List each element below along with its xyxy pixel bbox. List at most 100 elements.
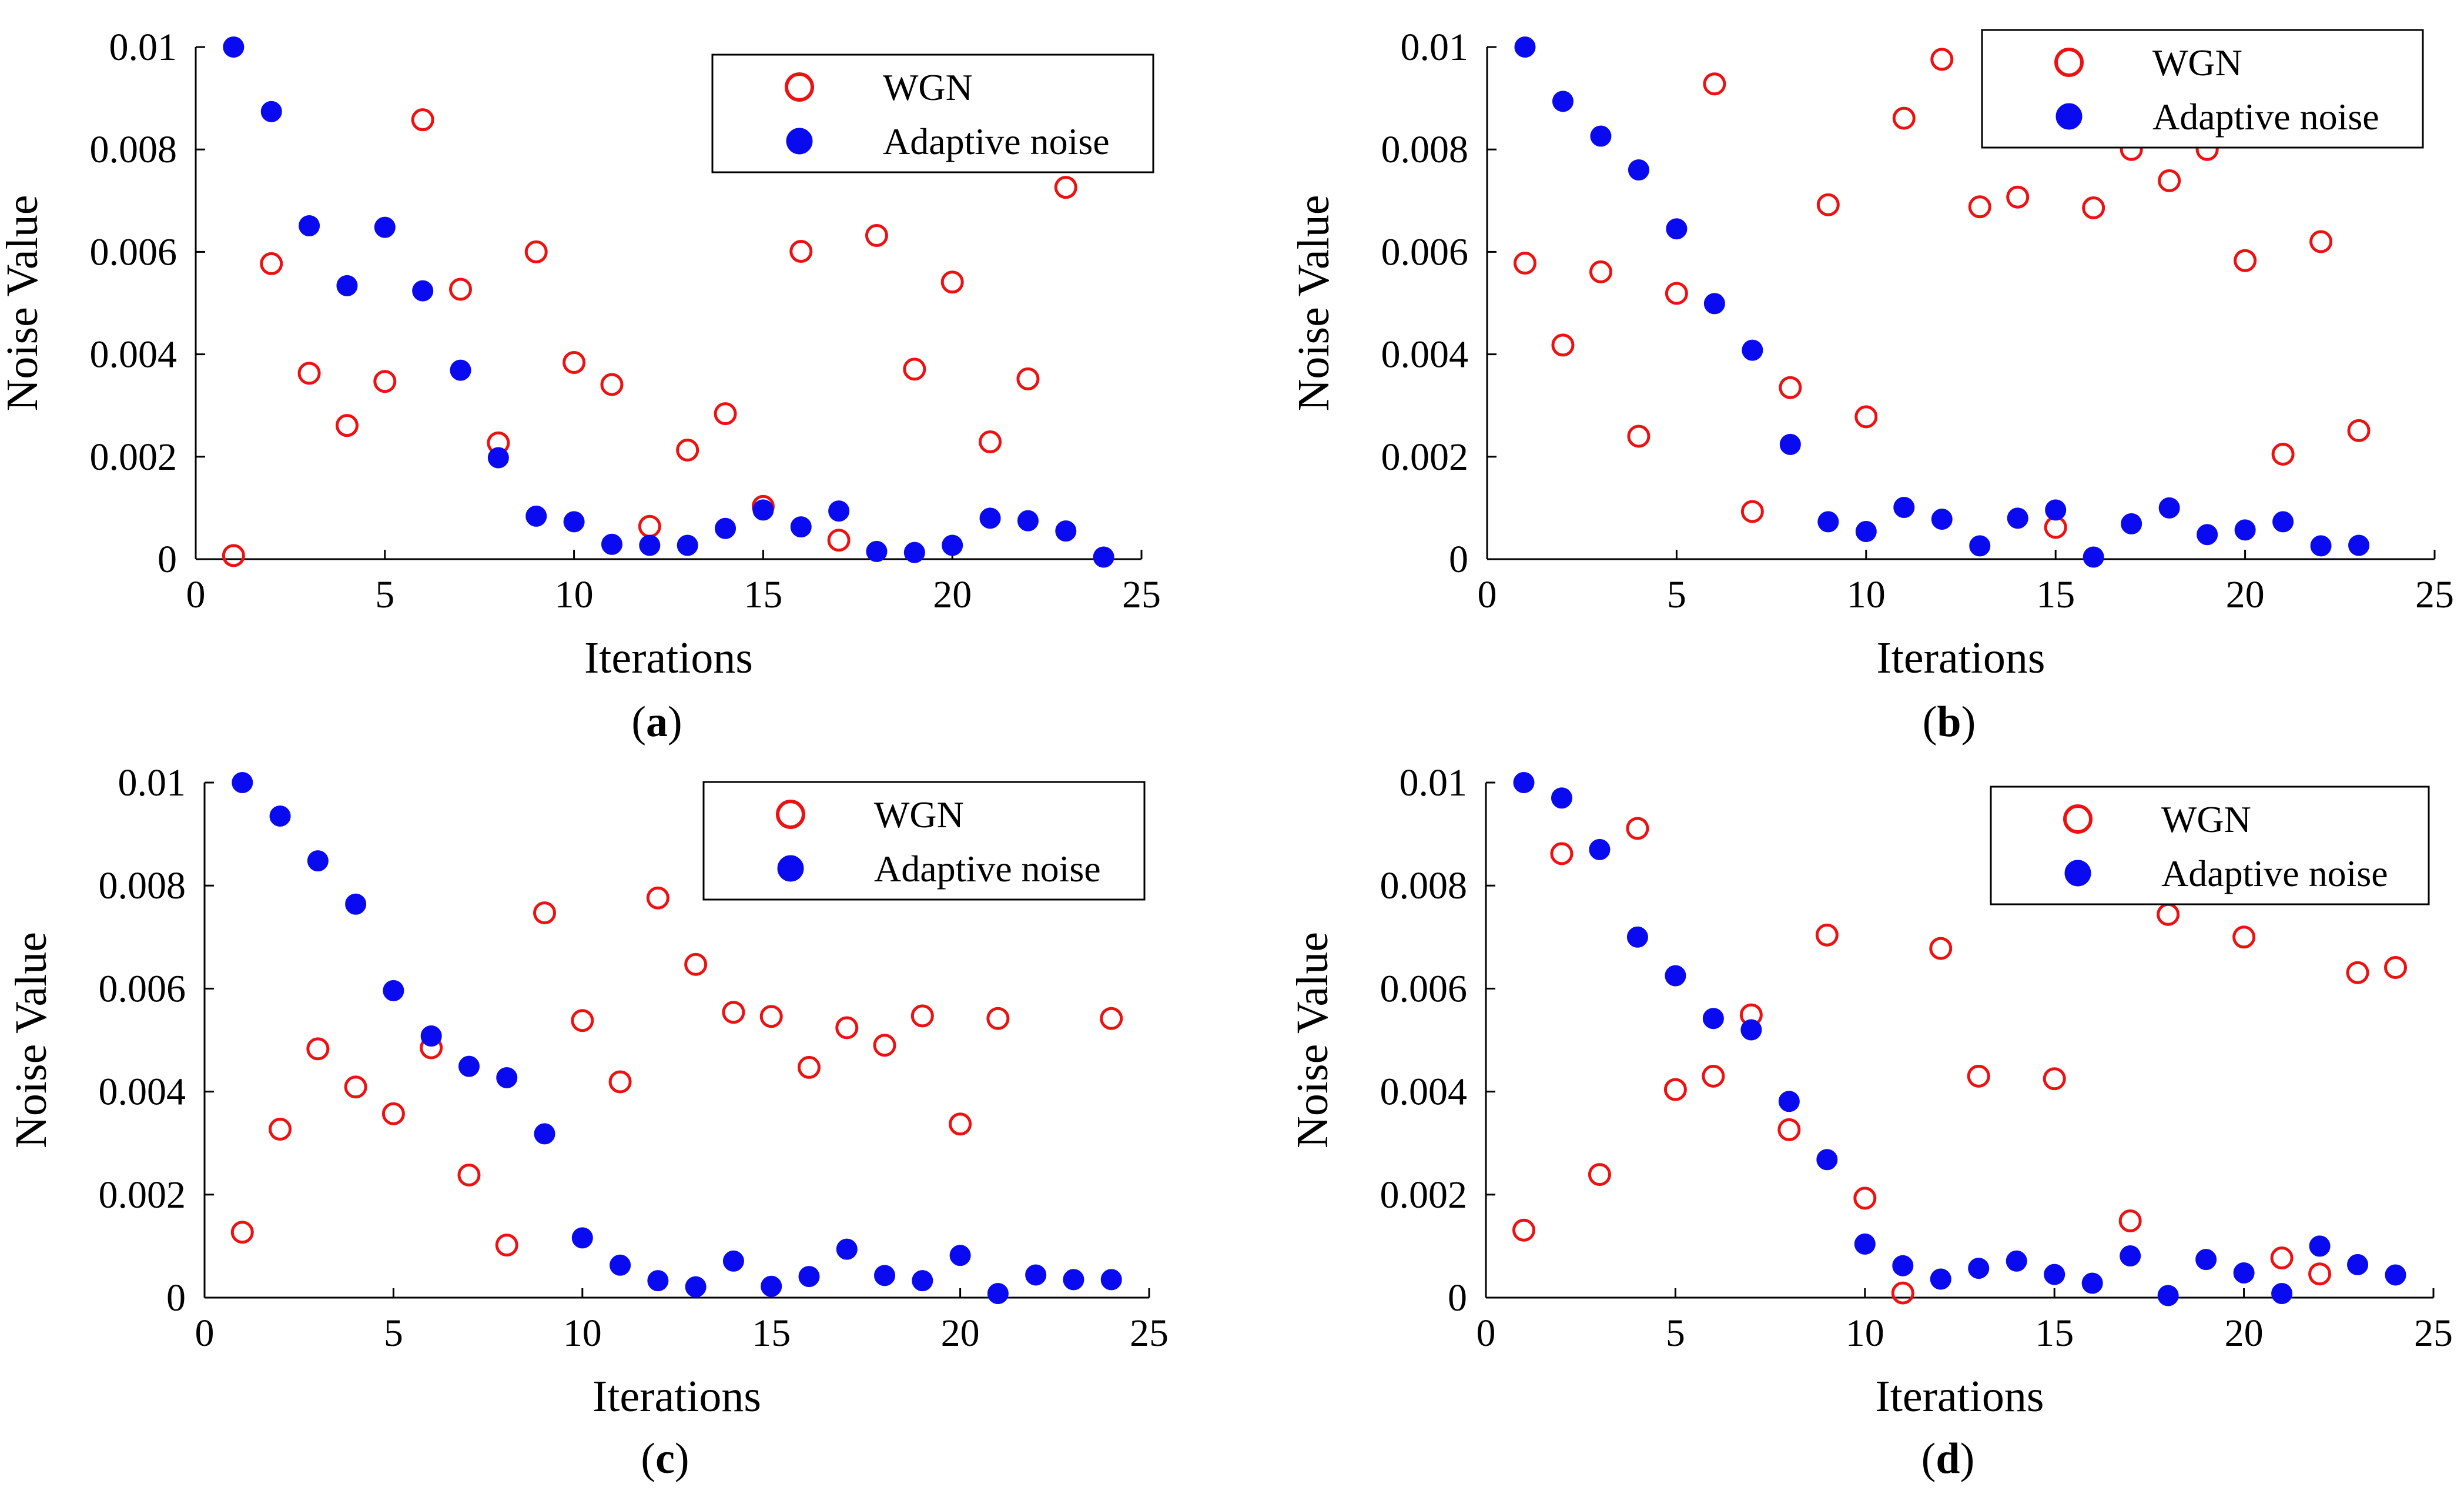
caption-letter: b (1937, 698, 1961, 746)
adaptive-noise-point (299, 215, 320, 236)
y-axis-label: Noise Value (1288, 932, 1337, 1148)
x-tick-label: 25 (2415, 573, 2454, 616)
wgn-point (2271, 442, 2295, 466)
adaptive-noise-point (1817, 511, 1839, 533)
wgn-point (2006, 185, 2030, 209)
wgn-point (979, 430, 1002, 454)
adaptive-noise-point (866, 540, 888, 562)
x-tick-label: 20 (2226, 573, 2265, 616)
wgn-point (940, 270, 964, 294)
adaptive-noise-point (1930, 1268, 1951, 1290)
wgn-point (524, 240, 548, 263)
adaptive-noise-point (752, 499, 774, 521)
adaptive-noise-point (1779, 433, 1801, 455)
x-tick-label: 10 (563, 1312, 602, 1355)
wgn-point (1816, 193, 1840, 216)
legend: WGN Adaptive noise (1981, 29, 2424, 149)
x-tick-label: 0 (1478, 573, 1497, 616)
legend-wgn-label: WGN (874, 794, 964, 835)
adaptive-noise-point (525, 505, 547, 527)
x-axis-label: Iterations (592, 1372, 761, 1421)
adaptive-noise-point (647, 1270, 669, 1292)
y-tick-label: 0.006 (1381, 230, 1469, 273)
adaptive-noise-point (790, 516, 812, 538)
adaptive-noise-point (1626, 926, 1648, 948)
chart-panel-d: 0 5 10 15 20 25 0 0.002 0.004 0.006 0.008 0.01 Itera… (1288, 761, 2453, 1483)
y-tick-label: 0.008 (90, 128, 178, 171)
y-tick-label: 0.01 (109, 26, 178, 69)
adaptive-noise-point (2234, 519, 2256, 541)
adaptive-noise-point (1514, 36, 1536, 58)
adaptive-noise-point (2007, 507, 2028, 529)
adaptive-noise-point (2309, 1235, 2331, 1257)
adaptive-noise-point (2233, 1262, 2255, 1284)
legend-adaptive-noise-label: Adaptive noise (883, 121, 1110, 162)
wgn-point (2234, 249, 2257, 272)
wgn-point (373, 370, 397, 393)
caption-letter: c (655, 1435, 675, 1483)
x-tick-label: 5 (384, 1312, 403, 1355)
legend: WGN Adaptive noise (702, 781, 1146, 901)
wgn-point (1589, 260, 1612, 283)
y-tick-label: 0.002 (1380, 1174, 1468, 1216)
wgn-point (865, 224, 888, 248)
adaptive-noise-point (1816, 1149, 1838, 1171)
wgn-point (797, 1055, 821, 1079)
wgn-point (533, 901, 557, 925)
wgn-point (1968, 195, 1991, 219)
series-adaptive-noise (1513, 772, 2406, 1306)
wgn-point (1513, 252, 1536, 275)
adaptive-noise-point (534, 1123, 555, 1145)
wgn-point (676, 438, 699, 462)
y-tick-label: 0.006 (90, 230, 178, 273)
x-tick-label: 25 (1122, 573, 1161, 616)
y-tick-label: 0.004 (1381, 333, 1469, 376)
wgn-point (2158, 169, 2181, 192)
adaptive-noise-point (1968, 1258, 1990, 1279)
wgn-point (1100, 1007, 1123, 1030)
legend-box (1990, 786, 2430, 905)
adaptive-noise-point (374, 216, 396, 238)
wgn-point (759, 1005, 783, 1028)
wgn-point (835, 1016, 859, 1040)
wgn-point (344, 1075, 367, 1099)
adaptive-noise-point (1855, 520, 1877, 542)
chart-panel-c: 0 5 10 15 20 25 0 0.002 0.004 0.006 0.008 0.01 Itera… (6, 761, 1169, 1483)
adaptive-noise-point (903, 542, 925, 563)
adaptive-noise-point (2347, 1254, 2369, 1275)
legend-wgn-marker (2054, 48, 2084, 77)
adaptive-noise-point (1893, 497, 1915, 519)
wgn-point (335, 414, 359, 437)
x-axis-label: Iterations (584, 633, 753, 683)
wgn-point (297, 362, 321, 385)
wgn-point (457, 1164, 481, 1187)
wgn-point (1930, 48, 1954, 71)
adaptive-noise-point (1703, 293, 1725, 315)
adaptive-noise-point (2385, 1264, 2406, 1286)
adaptive-noise-point (345, 893, 367, 915)
y-axis-label: Noise Value (1289, 195, 1338, 412)
y-tick-label: 0 (158, 538, 177, 581)
wgn-point (1663, 1078, 1687, 1101)
adaptive-noise-point (610, 1254, 631, 1276)
legend-box (702, 781, 1146, 901)
wgn-point (1665, 282, 1688, 305)
adaptive-noise-point (2195, 1249, 2217, 1271)
adaptive-noise-point (828, 500, 850, 522)
wgn-point (1703, 72, 1726, 96)
adaptive-noise-point (2081, 1272, 2103, 1294)
wgn-point (1929, 937, 1953, 960)
x-tick-label: 0 (1477, 1312, 1496, 1355)
adaptive-noise-point (1666, 218, 1688, 240)
legend: WGN Adaptive noise (1990, 786, 2430, 905)
wgn-point (949, 1112, 972, 1136)
wgn-point (1815, 923, 1839, 947)
x-tick-label: 25 (1130, 1312, 1169, 1355)
adaptive-noise-point (639, 534, 661, 556)
caption-close: ) (668, 698, 682, 746)
wgn-point (1891, 1281, 1914, 1305)
wgn-point (1853, 1187, 1877, 1210)
adaptive-noise-point (2044, 1264, 2065, 1285)
adaptive-noise-point (722, 1250, 744, 1272)
y-tick-label: 0 (1448, 1276, 1467, 1319)
